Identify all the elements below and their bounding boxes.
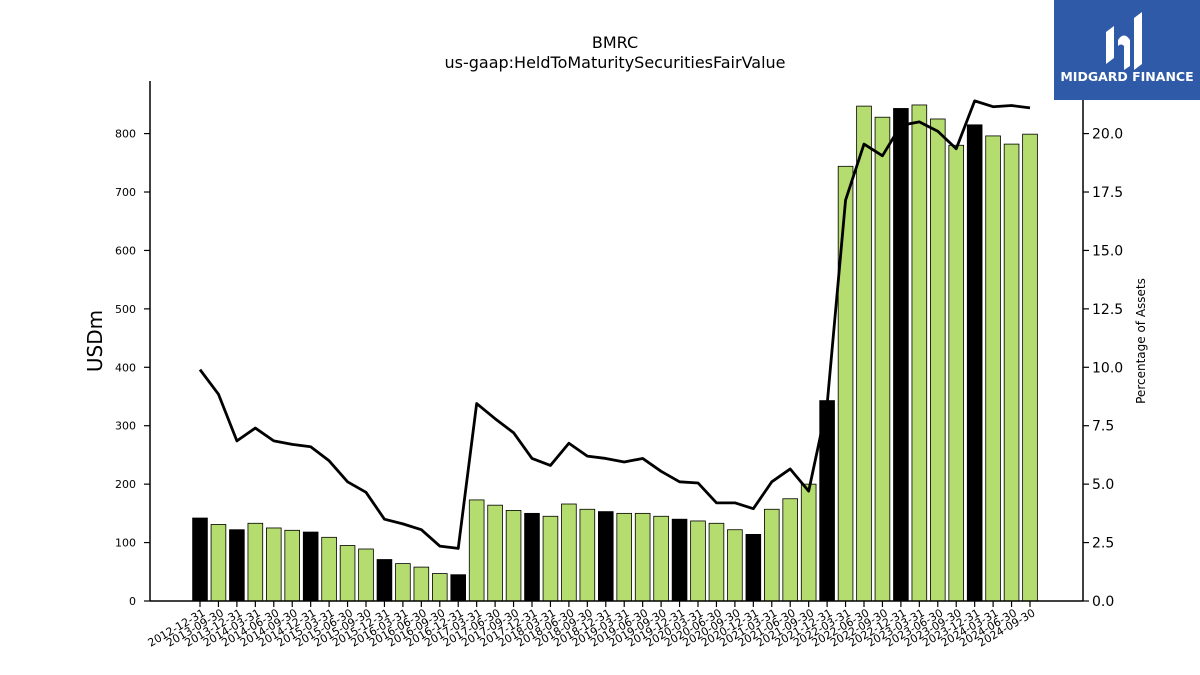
logo-icon: MIDGARD FINANCE	[1060, 12, 1194, 84]
y2-tick-label: 0.0	[1092, 594, 1114, 610]
bar-2015-06-30	[339, 545, 356, 602]
y-tick-label: 0	[129, 595, 136, 608]
bar-2018-09-30	[579, 508, 596, 602]
bar-2023-09-30	[948, 144, 965, 602]
line-percentage-of-assets	[198, 99, 1031, 550]
y-tick-label: 800	[115, 128, 136, 141]
bar-2019-12-31	[671, 518, 688, 602]
bar-2014-09-30	[284, 529, 300, 602]
y2-tick-label: 20.0	[1092, 127, 1123, 143]
bar-2020-09-30	[727, 529, 743, 602]
chart-subtitle: us-gaap:HeldToMaturitySecuritiesFairValu…	[444, 53, 785, 72]
bar-2023-12-31	[966, 124, 983, 602]
y-tick-label: 300	[115, 420, 136, 433]
bar-2017-09-30	[505, 510, 522, 602]
bar-2015-12-31	[376, 559, 393, 602]
y2-tick-label: 10.0	[1092, 360, 1123, 376]
y-axis-label: USDm	[83, 310, 107, 372]
bar-2016-03-31	[395, 563, 411, 602]
bar-2020-03-31	[690, 520, 706, 602]
y-tick-label: 500	[115, 303, 136, 316]
y2-tick-label: 2.5	[1092, 536, 1114, 552]
bar-2018-06-30	[561, 503, 577, 602]
bar-2019-03-31	[616, 512, 633, 602]
y2-tick-label: 7.5	[1092, 419, 1114, 435]
bar-2018-03-31	[542, 515, 559, 602]
bar-2024-09-30	[1022, 133, 1038, 602]
y2-tick-label: 15.0	[1092, 243, 1123, 259]
bar-2024-06-30	[1003, 143, 1020, 602]
bar-2021-03-31	[764, 508, 780, 602]
y2-axis-label: Percentage of Assets	[1134, 278, 1148, 404]
y2-tick-label: 12.5	[1092, 302, 1123, 318]
bar-2021-06-30	[782, 498, 799, 602]
bar-2019-06-30	[634, 512, 651, 602]
y-tick-label: 400	[115, 361, 136, 374]
bar-2020-06-30	[708, 522, 725, 602]
bar-2023-06-30	[930, 118, 946, 602]
bar-2022-06-30	[856, 105, 872, 602]
bar-2023-03-31	[911, 104, 928, 602]
bar-2014-06-30	[265, 527, 282, 602]
bar-2022-03-31	[837, 165, 854, 602]
bar-2019-09-30	[653, 515, 669, 602]
y-tick-label: 700	[115, 186, 136, 199]
chart-title: BMRC	[592, 33, 638, 52]
bar-2014-03-31	[247, 522, 264, 602]
bar-2017-12-31	[524, 512, 540, 602]
y-tick-label: 600	[115, 244, 136, 257]
bar-2018-12-31	[598, 511, 614, 602]
bar-2016-09-30	[431, 573, 448, 602]
bar-2015-03-31	[321, 536, 337, 602]
bar-2015-09-30	[358, 548, 374, 602]
bar-2022-09-30	[874, 116, 891, 602]
bar-2016-12-31	[450, 574, 466, 602]
bar-2012-12-31	[192, 517, 208, 602]
bar-2022-12-31	[893, 108, 909, 602]
logo: MIDGARD FINANCE	[1054, 0, 1200, 100]
bar-2016-06-30	[413, 566, 430, 602]
y2-tick-label: 17.5	[1092, 185, 1123, 201]
y-tick-label: 200	[115, 478, 136, 491]
y-tick-label: 100	[115, 537, 136, 550]
bar-2021-09-30	[800, 483, 817, 602]
bar-2013-12-31	[229, 529, 245, 602]
bar-2017-03-31	[468, 499, 485, 602]
bar-2013-09-30	[210, 524, 227, 602]
bar-2017-06-30	[487, 504, 503, 602]
bar-2014-12-31	[302, 531, 319, 602]
bar-2024-03-31	[985, 135, 1001, 602]
bar-2020-12-31	[745, 533, 762, 602]
y2-tick-label: 5.0	[1092, 477, 1114, 493]
logo-text: MIDGARD FINANCE	[1060, 69, 1193, 84]
